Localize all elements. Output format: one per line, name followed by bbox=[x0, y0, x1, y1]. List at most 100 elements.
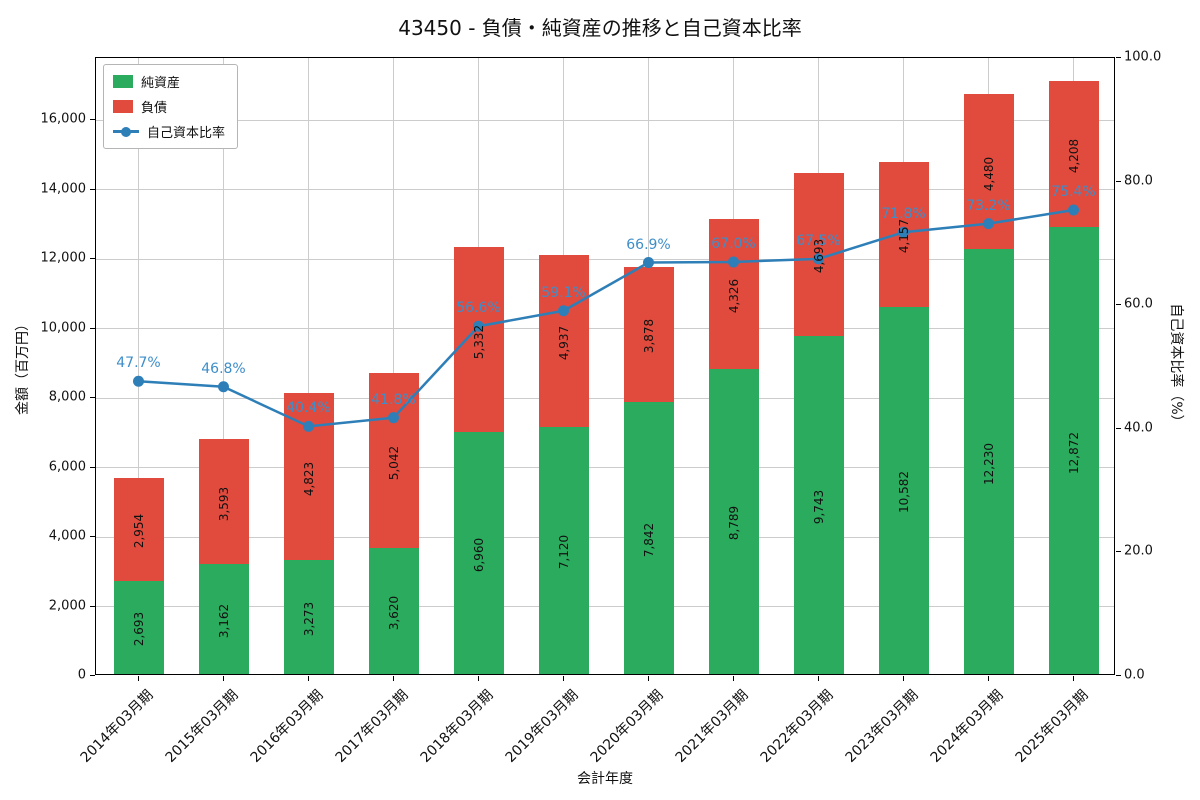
y-tick-label-left: 12,000 bbox=[40, 250, 87, 266]
y-tick-label-left: 2,000 bbox=[48, 598, 86, 614]
ratio-marker bbox=[218, 381, 229, 393]
x-tick-label: 2025年03月期 bbox=[1012, 687, 1091, 766]
ratio-value-label: 73.2% bbox=[966, 197, 1011, 214]
gridline-horizontal bbox=[96, 189, 1114, 191]
ratio-value-label: 40.4% bbox=[286, 400, 331, 417]
gridline-horizontal bbox=[96, 467, 1114, 469]
x-tick-label: 2018年03月期 bbox=[417, 687, 496, 766]
bar-value-label-equity: 3,273 bbox=[301, 601, 316, 637]
x-tick-label: 2014年03月期 bbox=[77, 687, 156, 766]
ratio-value-label: 56.6% bbox=[456, 300, 501, 317]
bar-liabilities bbox=[538, 255, 589, 427]
gridline-horizontal bbox=[96, 258, 1114, 260]
y-tick-mark-right bbox=[1116, 57, 1121, 58]
y-tick-mark-left bbox=[90, 258, 95, 260]
bar-value-label-liabilities: 4,208 bbox=[1066, 138, 1081, 174]
y-tick-label-right: 60.0 bbox=[1124, 296, 1153, 312]
x-tick-mark bbox=[392, 676, 394, 681]
ratio-marker bbox=[388, 412, 399, 424]
ratio-marker bbox=[898, 226, 909, 238]
x-tick-mark bbox=[732, 676, 734, 681]
ratio-value-label: 59.1% bbox=[541, 284, 586, 301]
bar-value-label-liabilities: 4,937 bbox=[556, 325, 571, 361]
y-tick-mark-left bbox=[90, 188, 95, 190]
y-tick-label-left: 0 bbox=[77, 667, 86, 683]
bar-liabilities bbox=[113, 477, 164, 581]
y-tick-mark-left bbox=[90, 675, 95, 676]
ratio-value-label: 67.5% bbox=[796, 232, 841, 249]
bar-liabilities bbox=[453, 247, 504, 433]
ratio-marker bbox=[558, 305, 569, 317]
y-tick-label-left: 6,000 bbox=[48, 459, 86, 475]
legend-item: 純資産 bbox=[113, 72, 225, 91]
y-tick-label-right: 40.0 bbox=[1124, 420, 1153, 436]
legend: 純資産負債自己資本比率 bbox=[103, 64, 239, 149]
x-tick-mark bbox=[222, 676, 224, 681]
bar-value-label-equity: 10,582 bbox=[896, 471, 911, 514]
ratio-line bbox=[133, 204, 1079, 432]
ratio-marker bbox=[473, 320, 484, 332]
y-tick-mark-right bbox=[1116, 304, 1121, 306]
bar-value-label-liabilities: 4,823 bbox=[301, 461, 316, 496]
bar-value-label-equity: 6,960 bbox=[471, 537, 486, 573]
x-tick-label: 2016年03月期 bbox=[247, 687, 326, 766]
bar-value-label-liabilities: 4,326 bbox=[726, 278, 741, 313]
y-tick-mark-right bbox=[1116, 551, 1121, 553]
ratio-value-label: 41.8% bbox=[371, 391, 416, 408]
x-tick-label: 2024年03月期 bbox=[927, 687, 1006, 766]
bar-liabilities bbox=[708, 218, 759, 369]
bar-value-label-liabilities: 5,332 bbox=[471, 324, 486, 359]
y-tick-label-right: 80.0 bbox=[1124, 173, 1153, 189]
y-tick-label-right: 20.0 bbox=[1124, 543, 1153, 559]
ratio-value-label: 66.9% bbox=[626, 236, 671, 253]
bar-value-label-equity: 12,872 bbox=[1066, 431, 1081, 474]
gridline-horizontal bbox=[96, 606, 1114, 608]
bar-equity bbox=[368, 548, 419, 674]
x-tick-mark bbox=[1072, 676, 1074, 681]
gridline-vertical bbox=[138, 58, 139, 674]
x-tick-mark bbox=[902, 676, 904, 681]
ratio-value-label: 47.7% bbox=[116, 355, 161, 372]
legend-item-label: 自己資本比率 bbox=[147, 126, 226, 141]
bar-value-label-equity: 7,842 bbox=[641, 522, 656, 558]
y-tick-mark-left bbox=[90, 397, 95, 399]
legend-line-sample bbox=[113, 125, 139, 138]
bar-value-label-liabilities: 4,480 bbox=[981, 156, 996, 191]
ratio-value-label: 46.8% bbox=[201, 360, 246, 377]
y-tick-mark-right bbox=[1116, 180, 1121, 182]
x-tick-mark bbox=[562, 676, 564, 681]
bar-value-label-equity: 8,789 bbox=[726, 506, 741, 541]
bar-value-label-equity: 12,230 bbox=[981, 442, 996, 485]
ratio-line-path bbox=[138, 208, 1074, 428]
bar-equity bbox=[878, 306, 929, 674]
legend-swatch-liabilities bbox=[113, 100, 133, 113]
x-axis-label: 会計年度 bbox=[577, 771, 633, 787]
ratio-marker bbox=[728, 256, 739, 268]
bar-value-label-equity: 7,120 bbox=[556, 535, 571, 570]
legend-item: 負債 bbox=[113, 97, 225, 116]
bar-value-label-liabilities: 3,593 bbox=[216, 486, 231, 522]
x-tick-mark bbox=[477, 676, 479, 681]
bar-equity bbox=[1048, 227, 1099, 674]
ratio-marker bbox=[813, 253, 824, 265]
x-tick-label: 2021年03月期 bbox=[672, 687, 751, 766]
y-tick-mark-left bbox=[90, 536, 95, 538]
ratio-marker bbox=[643, 257, 654, 269]
y-tick-mark-left bbox=[90, 466, 95, 468]
y-tick-mark-right bbox=[1116, 427, 1121, 429]
y-tick-label-left: 14,000 bbox=[40, 181, 87, 197]
legend-swatch-equity bbox=[113, 75, 133, 88]
bar-value-label-equity: 2,693 bbox=[131, 612, 146, 647]
bar-value-label-liabilities: 4,157 bbox=[896, 219, 911, 254]
bar-value-label-equity: 3,620 bbox=[386, 595, 401, 631]
x-tick-label: 2023年03月期 bbox=[842, 687, 921, 766]
y-tick-label-right: 100.0 bbox=[1124, 49, 1162, 65]
legend-item: 自己資本比率 bbox=[113, 122, 225, 141]
bar-value-label-liabilities: 5,042 bbox=[386, 445, 401, 480]
bar-equity bbox=[283, 560, 334, 674]
ratio-value-label: 71.8% bbox=[881, 206, 926, 223]
bar-equity bbox=[793, 335, 844, 674]
x-tick-mark bbox=[987, 676, 989, 681]
chart-title: 43450 - 負債・純資産の推移と自己資本比率 bbox=[398, 16, 802, 40]
